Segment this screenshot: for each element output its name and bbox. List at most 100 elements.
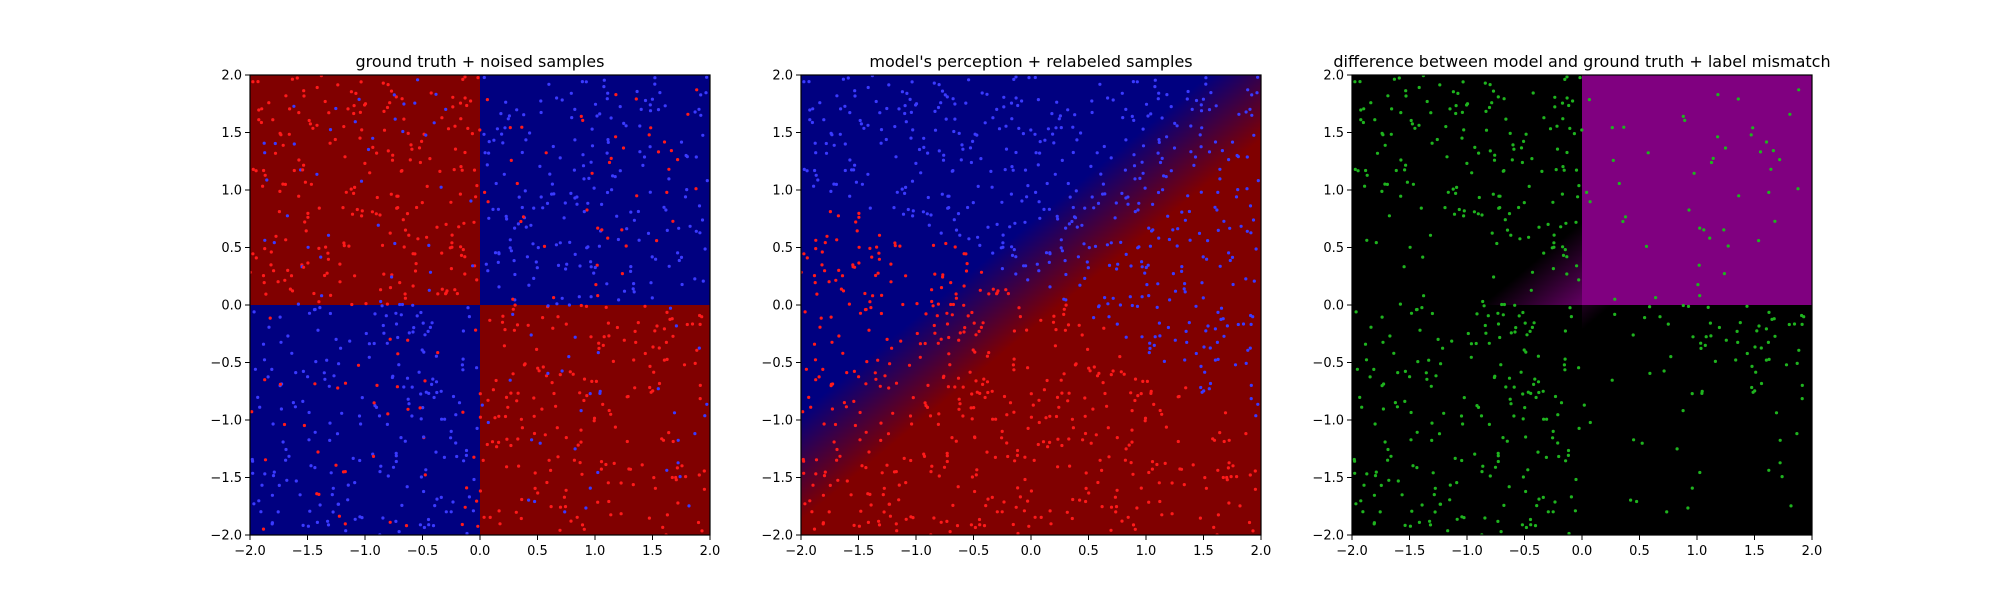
sample-point [549,505,553,509]
relabeled-point [952,218,956,222]
relabeled-point [1160,156,1164,160]
sample-point [393,241,397,246]
relabeled-point [841,351,845,355]
relabeled-point [963,326,967,330]
sample-point [413,269,418,273]
x-tick-label: 1.5 [1744,544,1765,559]
sample-point [677,226,681,230]
relabeled-point [1057,117,1061,121]
mismatch-point [1466,331,1470,336]
sample-point [532,431,537,436]
sample-point [638,150,642,154]
relabeled-point [942,153,946,157]
sample-point [381,81,385,85]
relabeled-point [839,107,843,111]
sample-point [698,397,702,401]
sample-point [700,315,704,319]
relabeled-point [945,519,949,523]
mismatch-point [1456,91,1460,95]
sample-point [569,191,573,195]
sample-point [572,168,576,172]
relabeled-point [1087,491,1091,495]
sample-point [338,280,342,284]
mismatch-point [1508,131,1512,135]
mismatch-point [1490,101,1494,105]
sample-point [488,515,492,519]
mismatch-point [1354,502,1358,506]
y-tick-label: 1.5 [772,126,793,141]
sample-point [460,168,464,172]
mismatch-point [1566,453,1570,457]
mismatch-point [1513,330,1517,334]
mismatch-point [1736,340,1740,344]
relabeled-point [852,369,856,373]
relabeled-point [1048,414,1052,418]
relabeled-point [1012,357,1016,361]
relabeled-point [1244,110,1248,114]
mismatch-point [1517,314,1521,318]
sample-point [341,206,345,210]
sample-point [367,342,371,346]
sample-point [386,474,390,478]
relabeled-point [848,194,852,198]
relabeled-point [1131,523,1136,527]
sample-point [261,274,266,278]
relabeled-point [852,399,856,403]
mismatch-point [1666,322,1670,326]
relabeled-point [1135,304,1140,308]
sample-point [509,249,513,253]
sample-point [466,126,470,130]
mismatch-point [1563,329,1567,333]
mismatch-point [1373,422,1377,426]
sample-point [636,209,640,214]
sample-point [377,414,382,418]
relabeled-point [814,472,818,476]
mismatch-point [1795,361,1799,365]
sample-point [581,153,585,157]
mismatch-point [1448,498,1452,502]
relabeled-point [1140,295,1144,299]
mismatch-point [1757,239,1761,243]
sample-point [328,311,332,316]
sample-point [375,195,379,200]
sample-point [641,163,645,167]
sample-point [416,78,420,82]
relabeled-point [1225,478,1229,482]
relabeled-point [909,136,913,140]
mismatch-point [1446,529,1450,533]
relabeled-point [901,302,905,307]
relabeled-point [893,241,897,245]
sample-point [586,245,590,249]
mismatch-point [1569,315,1573,319]
mismatch-point [1528,517,1533,522]
mismatch-point [1784,363,1789,367]
relabeled-point [1023,220,1027,224]
sample-point [290,351,294,355]
sample-point [430,321,434,325]
sample-point [676,158,680,162]
sample-point [550,381,554,385]
relabeled-point [1014,150,1018,155]
relabeled-point [837,334,841,338]
relabeled-point [1049,522,1053,526]
mismatch-point [1713,359,1717,363]
relabeled-point [877,257,881,261]
relabeled-point [1036,98,1040,102]
sample-point [606,140,610,144]
mismatch-point [1530,270,1535,274]
sample-point [632,290,636,294]
relabeled-point [995,291,999,295]
sample-point [423,473,427,477]
relabeled-point [843,142,847,146]
mismatch-point [1492,275,1496,279]
relabeled-point [1012,410,1016,414]
sample-point [286,334,290,338]
sample-point [395,206,399,210]
relabeled-point [1162,359,1166,363]
sample-point [582,527,586,531]
relabeled-point [829,315,833,319]
relabeled-point [991,417,995,421]
relabeled-point [936,422,940,426]
sample-point [528,131,532,135]
sample-point [520,426,524,430]
